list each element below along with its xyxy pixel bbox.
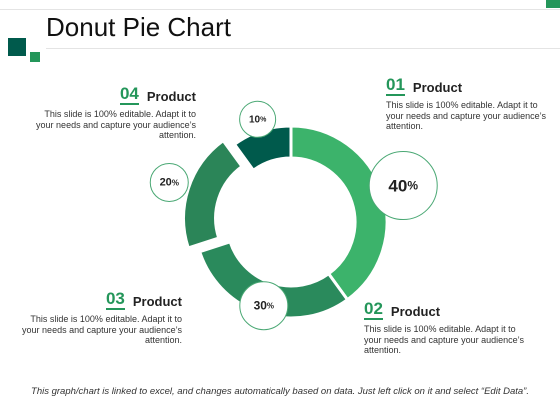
product-number-02: 02 [364, 299, 383, 320]
top-rule [0, 9, 560, 10]
product-block-01: 01 Product This slide is 100% editable. … [386, 76, 546, 132]
title-rule [46, 48, 560, 49]
donut-slice-02 [197, 239, 350, 320]
slide-title: Donut Pie Chart [46, 12, 231, 42]
product-number-03: 03 [105, 289, 125, 310]
value-label-04: 10% [249, 114, 267, 125]
corner-square [546, 0, 560, 8]
value-label-01: 40% [388, 176, 418, 195]
footer-note: This graph/chart is linked to excel, and… [31, 386, 529, 397]
product-label-02: Product [390, 304, 441, 319]
product-desc-02: This slide is 100% editable. Adapt it to… [364, 324, 524, 355]
product-block-04: 04 Product This slide is 100% editable. … [36, 85, 196, 141]
product-block-03: 03 Product This slide is 100% editable. … [22, 290, 182, 346]
product-label-01: Product [412, 80, 463, 95]
value-label-02: 30% [254, 299, 274, 313]
product-desc-04: This slide is 100% editable. Adapt it to… [36, 109, 196, 140]
value-label-03: 20% [160, 176, 179, 188]
product-desc-01: This slide is 100% editable. Adapt it to… [386, 100, 546, 131]
value-circle-04 [239, 100, 277, 138]
product-label-04: Product [146, 89, 196, 104]
product-number-01: 01 [386, 75, 405, 96]
title-square-small [30, 52, 40, 62]
title-square-large [8, 38, 26, 56]
donut-slice-01 [289, 124, 389, 302]
product-label-03: Product [132, 294, 182, 309]
donut-slice-03 [182, 138, 245, 250]
product-desc-03: This slide is 100% editable. Adapt it to… [22, 314, 182, 345]
value-circle-01 [368, 151, 438, 221]
value-circle-02 [239, 281, 289, 331]
value-circle-03 [149, 162, 189, 202]
product-block-02: 02 Product This slide is 100% editable. … [364, 300, 524, 356]
product-number-04: 04 [119, 84, 139, 105]
